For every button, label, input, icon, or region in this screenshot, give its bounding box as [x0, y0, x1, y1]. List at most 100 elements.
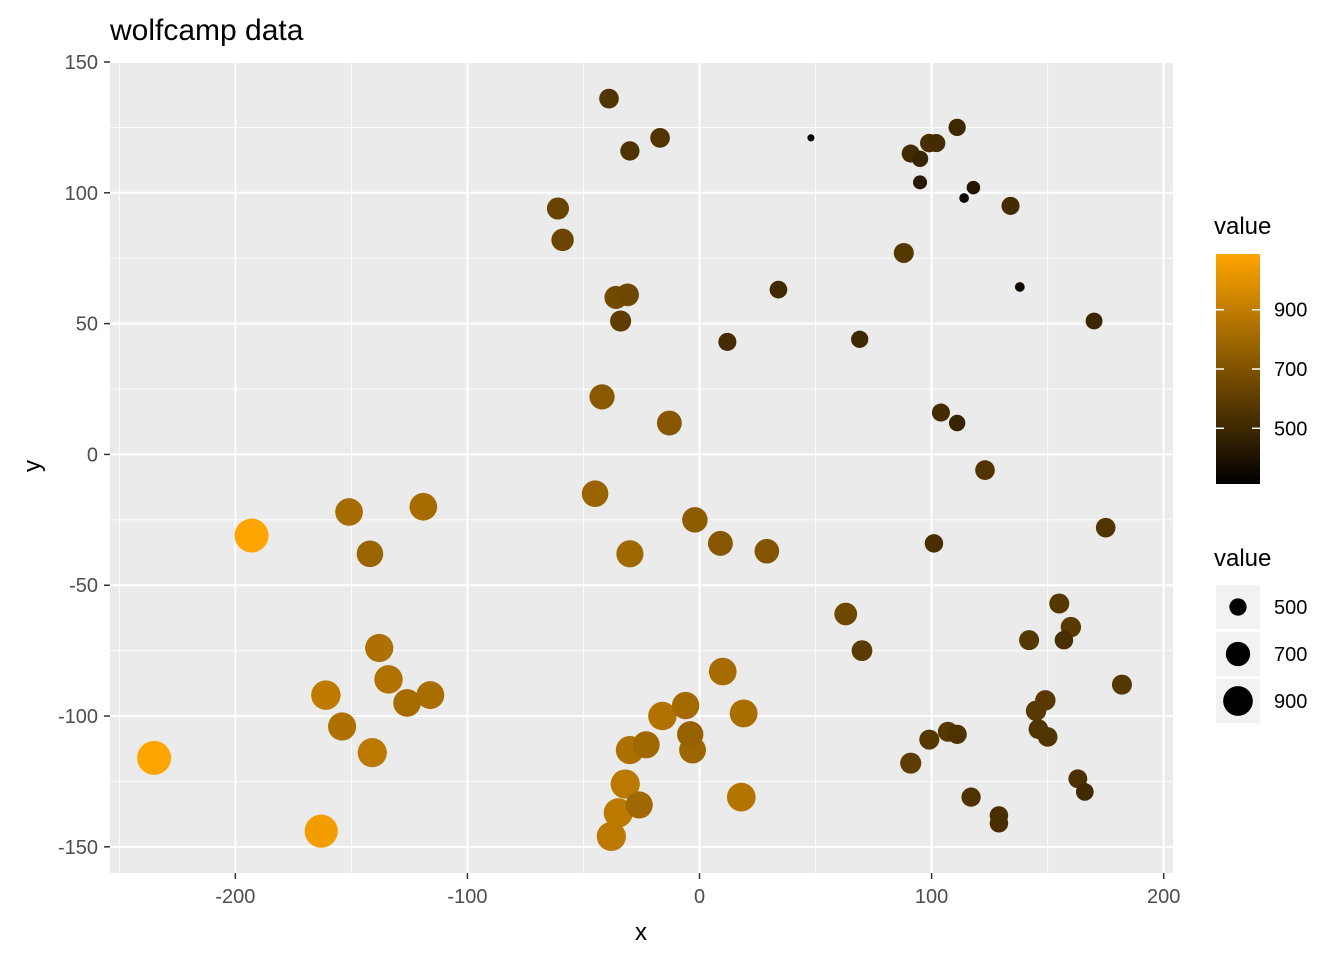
data-point — [927, 134, 946, 153]
data-point — [851, 330, 869, 348]
data-point — [596, 821, 626, 851]
y-tick-label: 150 — [65, 52, 98, 74]
size-legend-title: value — [1214, 545, 1271, 572]
data-point — [1085, 312, 1103, 330]
y-tick-label: 100 — [65, 183, 98, 205]
data-point — [893, 242, 914, 263]
size-legend-label: 700 — [1274, 644, 1307, 666]
data-point — [924, 534, 944, 553]
data-point — [610, 769, 640, 799]
data-point — [912, 175, 928, 190]
data-point — [1001, 196, 1020, 215]
color-legend-label: 700 — [1274, 359, 1307, 381]
data-point — [961, 787, 981, 807]
data-point — [1111, 674, 1132, 695]
data-point — [610, 310, 632, 332]
data-point — [581, 480, 609, 507]
data-point — [648, 701, 677, 731]
data-point — [851, 640, 873, 661]
grid-lines — [110, 61, 1173, 873]
size-legend: 500 700 900 — [1216, 585, 1307, 723]
data-point — [959, 193, 969, 203]
color-legend-label: 500 — [1274, 418, 1307, 440]
data-point — [551, 228, 574, 252]
x-tick-label: -200 — [215, 886, 255, 908]
data-point — [311, 680, 341, 710]
y-tick-label: -150 — [58, 837, 98, 859]
data-point — [416, 681, 445, 710]
data-point — [726, 782, 756, 812]
color-legend: 500 700 900 — [1216, 300, 1307, 440]
y-tick-label: 0 — [87, 444, 98, 466]
data-point — [707, 530, 733, 556]
x-tick-label: 100 — [915, 886, 948, 908]
size-legend-dot — [1225, 641, 1251, 667]
x-tick-label: 200 — [1147, 886, 1180, 908]
data-point — [911, 150, 929, 168]
data-point — [409, 492, 438, 521]
data-point — [546, 197, 569, 220]
data-point — [919, 729, 940, 750]
color-legend-title: value — [1214, 213, 1271, 240]
data-point — [677, 721, 704, 748]
data-point — [234, 518, 269, 553]
data-point — [1037, 727, 1058, 747]
data-point — [328, 712, 357, 741]
data-point — [754, 538, 780, 564]
data-point — [671, 691, 700, 720]
size-legend-dot — [1223, 686, 1253, 716]
data-point — [682, 507, 708, 533]
data-point — [975, 460, 995, 480]
size-legend-label: 900 — [1274, 691, 1307, 713]
data-point — [656, 410, 682, 436]
data-point — [1019, 630, 1040, 651]
data-point — [948, 118, 966, 137]
data-point — [989, 814, 1009, 833]
data-point — [1095, 517, 1116, 538]
data-point — [335, 498, 363, 526]
data-point — [357, 738, 387, 768]
data-point — [1025, 700, 1047, 721]
data-point — [708, 657, 737, 686]
size-legend-dot — [1229, 598, 1247, 616]
color-legend-label: 900 — [1274, 300, 1307, 322]
data-point — [625, 791, 653, 819]
y-axis-label: y — [19, 460, 46, 472]
data-point — [393, 689, 421, 717]
data-point — [616, 540, 644, 568]
data-point — [599, 88, 619, 109]
data-point — [365, 633, 394, 663]
data-point — [769, 280, 788, 299]
data-point — [718, 332, 737, 351]
data-point — [137, 740, 172, 775]
data-point — [304, 814, 338, 848]
data-point — [900, 752, 922, 774]
data-point — [1014, 282, 1025, 292]
data-point — [966, 180, 981, 195]
x-tick-label: 0 — [694, 886, 705, 908]
chart-title: wolfcamp data — [109, 14, 304, 47]
data-point — [374, 665, 403, 694]
y-tick-label: -100 — [58, 706, 98, 728]
data-point — [632, 731, 660, 759]
data-point — [356, 540, 384, 568]
data-points — [137, 88, 1132, 851]
data-point — [589, 384, 615, 410]
data-point — [729, 699, 758, 728]
y-tick-label: 50 — [76, 314, 98, 336]
data-point — [1054, 630, 1074, 650]
size-legend-label: 500 — [1274, 597, 1307, 619]
x-tick-label: -100 — [447, 886, 487, 908]
y-tick-label: -50 — [69, 575, 98, 597]
data-point — [603, 798, 633, 828]
data-point — [948, 414, 966, 432]
data-point — [620, 141, 640, 161]
data-point — [616, 283, 639, 307]
axes: -200 -100 0 100 200 -150 -100 -50 0 50 100 150 — [58, 52, 1180, 908]
data-point — [807, 134, 815, 142]
data-point — [650, 128, 670, 148]
data-point — [1049, 593, 1070, 614]
data-point — [947, 724, 967, 744]
x-axis-label: x — [635, 919, 647, 946]
